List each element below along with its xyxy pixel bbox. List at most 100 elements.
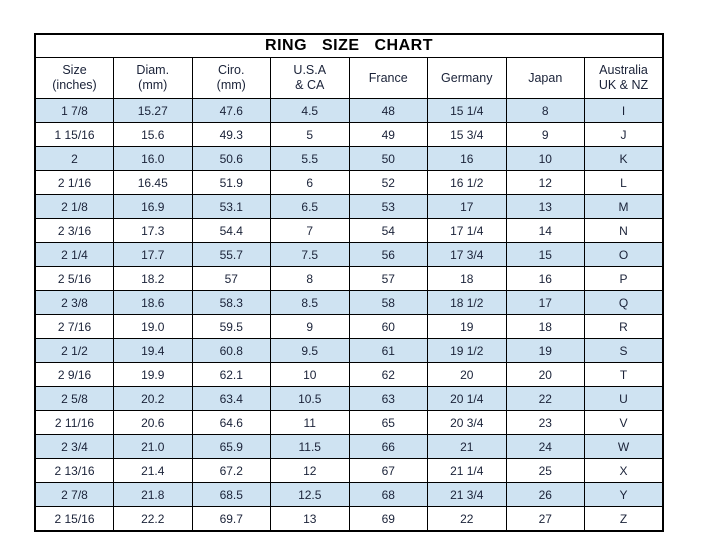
table-cell: 24: [505, 434, 585, 459]
table-cell: 17 1/4: [427, 218, 507, 243]
table-cell: 66: [348, 434, 428, 459]
table-cell: 58.3: [191, 290, 271, 315]
table-cell: 6: [270, 170, 350, 195]
table-cell: 49: [348, 122, 428, 147]
table-cell: 2 11/16: [34, 410, 114, 435]
col-header-label: France: [368, 70, 408, 85]
table-cell: 9: [505, 122, 585, 147]
table-cell: 25: [505, 458, 585, 483]
table-title-row: RING SIZE CHART: [34, 33, 664, 58]
table-cell: 14: [505, 218, 585, 243]
table-cell: 12: [505, 170, 585, 195]
col-header-subline: (mm): [138, 78, 168, 92]
table-cell: 20: [427, 362, 507, 387]
table-cell: 57: [191, 266, 271, 291]
table-cell: X: [584, 458, 664, 483]
table-cell: 20 1/4: [427, 386, 507, 411]
col-header-subline: (mm): [216, 78, 246, 92]
table-row: 2 16.0 50.6 5.5 50 16 10 K: [34, 146, 664, 171]
col-header-diameter-mm: Diam. (mm): [113, 57, 193, 99]
table-cell: 47.6: [191, 98, 271, 123]
table-cell: 12.5: [270, 482, 350, 507]
table-cell: 60: [348, 314, 428, 339]
col-header-australia-uk-nz: Australia UK & NZ: [584, 57, 664, 99]
table-cell: 15 1/4: [427, 98, 507, 123]
table-cell: 26: [505, 482, 585, 507]
table-row: 2 1/4 17.7 55.7 7.5 56 17 3/4 15 O: [34, 242, 664, 267]
table-head: RING SIZE CHART Size (inches) Diam. (mm)…: [34, 33, 664, 99]
table-cell: 10: [270, 362, 350, 387]
ring-size-table-body: 1 7/8 15.27 47.6 4.5 48 15 1/4 8 I 1 15/16 15.6 49…: [34, 98, 664, 532]
table-cell: 64.6: [191, 410, 271, 435]
table-cell: 19.4: [113, 338, 193, 363]
table-cell: 20: [505, 362, 585, 387]
table-cell: 5: [270, 122, 350, 147]
table-cell: 9.5: [270, 338, 350, 363]
table-cell: 19.0: [113, 314, 193, 339]
table-cell: 13: [270, 506, 350, 532]
table-row: 2 7/16 19.0 59.5 9 60 19 18 R: [34, 314, 664, 339]
table-row: 1 7/8 15.27 47.6 4.5 48 15 1/4 8 I: [34, 98, 664, 123]
table-cell: 8: [270, 266, 350, 291]
col-header-subline: & CA: [295, 78, 325, 92]
table-cell: 15 3/4: [427, 122, 507, 147]
col-header-germany: Germany: [427, 57, 507, 99]
table-cell: Y: [584, 482, 664, 507]
col-header-label: U.S.A: [293, 63, 327, 78]
table-cell: 2 1/8: [34, 194, 114, 219]
table-cell: 50.6: [191, 146, 271, 171]
table-cell: 18 1/2: [427, 290, 507, 315]
table-cell: V: [584, 410, 664, 435]
table-cell: L: [584, 170, 664, 195]
table-cell: 4.5: [270, 98, 350, 123]
table-cell: 2 1/2: [34, 338, 114, 363]
table-cell: 2 5/8: [34, 386, 114, 411]
table-cell: 2 7/16: [34, 314, 114, 339]
table-cell: 54.4: [191, 218, 271, 243]
table-cell: 8.5: [270, 290, 350, 315]
table-cell: P: [584, 266, 664, 291]
table-row: 2 9/16 19.9 62.1 10 62 20 20 T: [34, 362, 664, 387]
table-cell: R: [584, 314, 664, 339]
col-header-size-inches: Size (inches): [34, 57, 114, 99]
table-cell: 69.7: [191, 506, 271, 532]
table-cell: 19: [427, 314, 507, 339]
col-header-label: Ciro.: [218, 63, 245, 78]
table-cell: O: [584, 242, 664, 267]
table-row: 2 15/16 22.2 69.7 13 69 22 27 Z: [34, 506, 664, 532]
table-cell: 12: [270, 458, 350, 483]
table-cell: 68: [348, 482, 428, 507]
table-cell: 48: [348, 98, 428, 123]
table-cell: 11.5: [270, 434, 350, 459]
table-cell: 22.2: [113, 506, 193, 532]
col-header-japan: Japan: [505, 57, 585, 99]
table-cell: 16.9: [113, 194, 193, 219]
table-cell: 5.5: [270, 146, 350, 171]
table-row: 2 13/16 21.4 67.2 12 67 21 1/4 25 X: [34, 458, 664, 483]
table-cell: 17.7: [113, 242, 193, 267]
table-cell: 19 1/2: [427, 338, 507, 363]
table-cell: 55.7: [191, 242, 271, 267]
table-cell: 21 3/4: [427, 482, 507, 507]
table-cell: 62: [348, 362, 428, 387]
table-cell: 2: [34, 146, 114, 171]
table-cell: 63: [348, 386, 428, 411]
table-cell: 2 15/16: [34, 506, 114, 532]
table-cell: T: [584, 362, 664, 387]
table-cell: 17 3/4: [427, 242, 507, 267]
table-cell: 61: [348, 338, 428, 363]
table-cell: 17: [427, 194, 507, 219]
table-cell: 2 3/16: [34, 218, 114, 243]
table-cell: 17: [505, 290, 585, 315]
table-cell: 18: [427, 266, 507, 291]
table-cell: 1 7/8: [34, 98, 114, 123]
table-row: 2 11/16 20.6 64.6 11 65 20 3/4 23 V: [34, 410, 664, 435]
table-cell: 27: [505, 506, 585, 532]
table-header-row: Size (inches) Diam. (mm) Ciro. (mm) U.S.…: [34, 57, 664, 99]
col-header-label: Diam.: [136, 63, 170, 78]
table-cell: 17.3: [113, 218, 193, 243]
table-cell: 68.5: [191, 482, 271, 507]
table-cell: 67: [348, 458, 428, 483]
table-row: 2 3/16 17.3 54.4 7 54 17 1/4 14 N: [34, 218, 664, 243]
table-cell: 2 1/4: [34, 242, 114, 267]
